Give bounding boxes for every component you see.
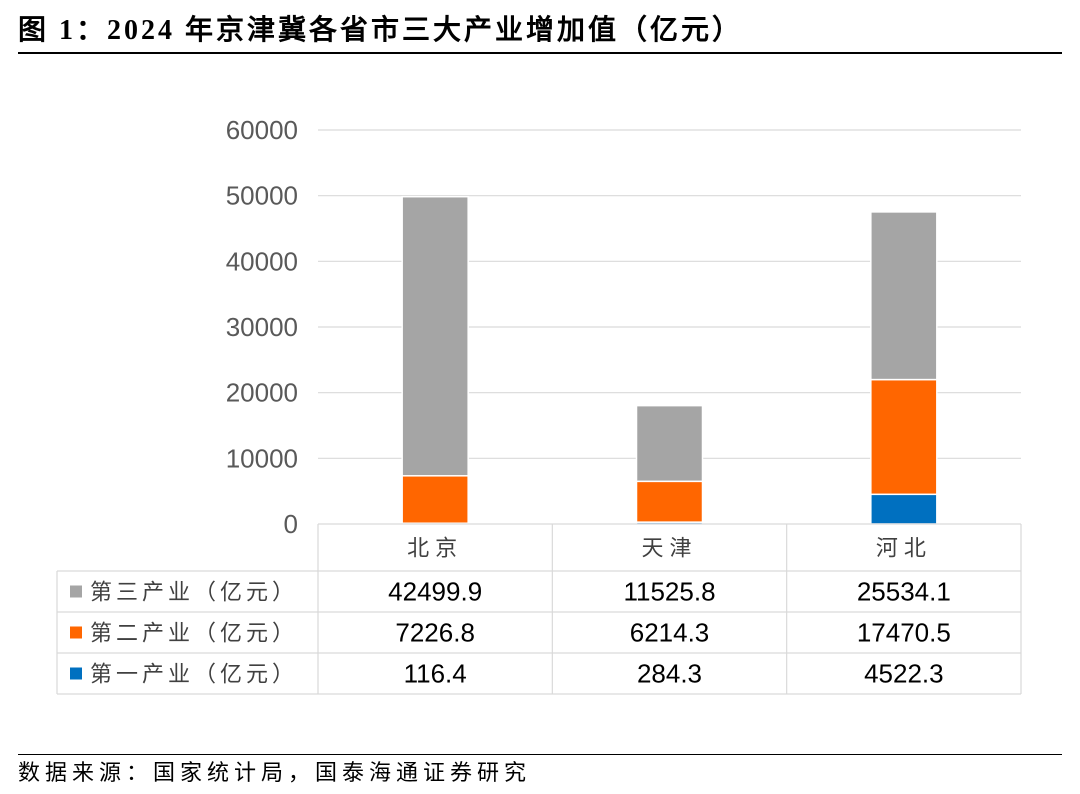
figure-title: 图 1：2024 年京津冀各省市三大产业增加值（亿元）	[18, 15, 744, 46]
legend-swatch	[70, 667, 82, 680]
category-label: 河北	[876, 537, 932, 562]
y-tick-label: 20000	[226, 378, 298, 408]
category-label: 北京	[407, 537, 463, 562]
data-value: 42499.9	[388, 577, 482, 607]
data-value: 116.4	[404, 659, 467, 689]
y-axis-tick-labels: 0 10000 20000 30000 40000 50000 60000	[226, 115, 298, 539]
bar-segment	[401, 475, 469, 524]
legend-swatch	[70, 585, 82, 598]
series-label: 第三产业（亿元）	[90, 581, 298, 606]
y-tick-label: 10000	[226, 443, 298, 473]
bar-segment	[635, 404, 704, 483]
category-label: 天津	[641, 537, 697, 562]
bar-segment	[870, 493, 938, 525]
series-label: 第一产业（亿元）	[90, 663, 298, 688]
bar-segment	[635, 480, 704, 523]
y-tick-label: 40000	[226, 246, 298, 276]
y-tick-label: 0	[284, 509, 298, 539]
y-tick-label: 50000	[226, 181, 298, 211]
bar-segment	[401, 195, 469, 477]
bar-segment	[870, 378, 938, 496]
data-value: 7226.8	[395, 618, 475, 648]
series-label: 第二产业（亿元）	[90, 622, 298, 647]
bar-segment	[870, 211, 938, 381]
bar-stacks	[401, 195, 938, 525]
source-rule	[18, 754, 1062, 755]
legend-swatch	[70, 626, 82, 639]
data-value: 25534.1	[857, 577, 951, 607]
data-value: 4522.3	[864, 659, 944, 689]
title-rule	[18, 52, 1062, 54]
data-value: 284.3	[637, 659, 702, 689]
data-value: 11525.8	[623, 577, 715, 607]
y-tick-label: 60000	[226, 115, 298, 145]
data-value: 17470.5	[857, 618, 951, 648]
source-note: 数据来源：国家统计局，国泰海通证券研究	[18, 761, 532, 786]
y-tick-label: 30000	[226, 312, 298, 342]
data-value: 6214.3	[630, 618, 710, 648]
